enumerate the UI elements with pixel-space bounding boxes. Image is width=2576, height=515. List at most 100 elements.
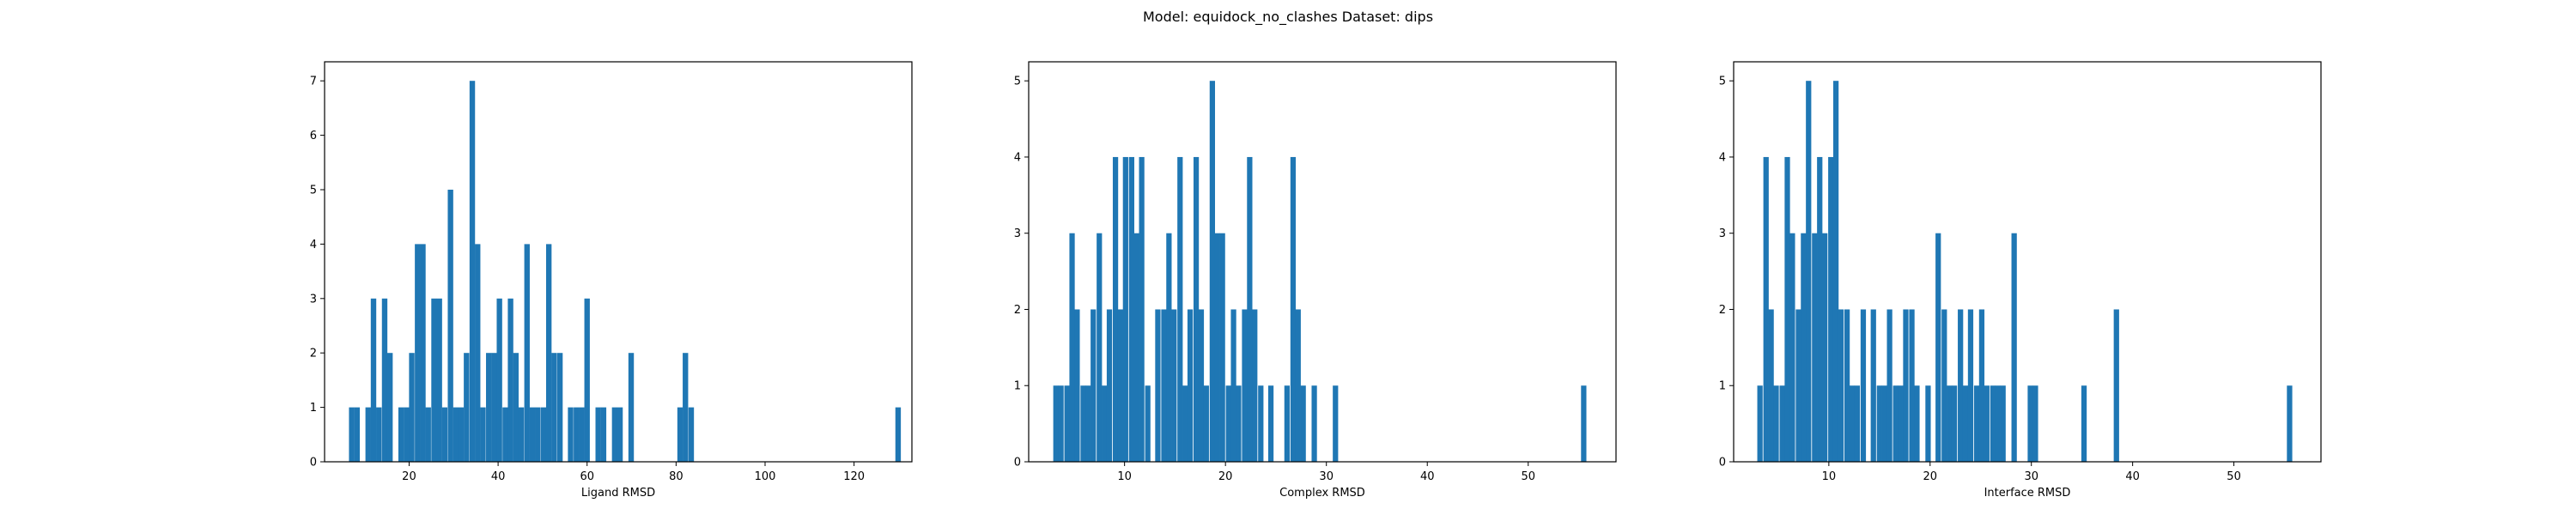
histogram-bar	[1860, 309, 1867, 462]
histogram-bar	[1935, 233, 1941, 462]
interface-bars	[1757, 81, 2293, 462]
histogram-bar	[1203, 385, 1209, 462]
histogram-bar	[1187, 309, 1194, 462]
histogram-bar	[1925, 385, 1931, 462]
histogram-bar	[595, 407, 601, 462]
y-tick-label: 4	[1719, 151, 1726, 164]
histogram-bar	[475, 244, 481, 462]
complex-xlabel: Complex RMSD	[1279, 487, 1365, 500]
interface-axes-frame	[1733, 61, 2322, 463]
histogram-bar	[381, 298, 388, 462]
histogram-bar	[507, 298, 513, 462]
histogram-bar	[1838, 309, 1844, 462]
y-tick-label: 5	[310, 184, 317, 197]
histogram-bar	[513, 353, 519, 462]
x-tick-label: 20	[402, 470, 416, 483]
histogram-bar	[1768, 309, 1774, 462]
histogram-bar	[1984, 385, 1990, 462]
histogram-bar	[431, 298, 437, 462]
histogram-bar	[1978, 309, 1985, 462]
histogram-bar	[1267, 385, 1274, 462]
histogram-bar	[491, 353, 497, 462]
y-tick-label: 6	[310, 130, 317, 142]
histogram-bar	[1161, 309, 1167, 462]
histogram-bar	[370, 298, 377, 462]
histogram-bar	[1074, 309, 1080, 462]
x-tick-label: 80	[669, 470, 683, 483]
subplot-ligand: 20 40 60 80 100 120 0 1 2 3 4 5 6 7 Ligand RMSD	[310, 61, 913, 500]
histogram-bar	[1806, 81, 1812, 462]
histogram-bar	[1828, 156, 1834, 462]
histogram-bar	[1064, 385, 1070, 462]
ligand-axes-frame	[324, 61, 913, 463]
histogram-bar	[1817, 156, 1823, 462]
histogram-bar	[480, 407, 486, 462]
histogram-bar	[436, 298, 442, 462]
histogram-bar	[1053, 385, 1059, 462]
histogram-bar	[1881, 385, 1887, 462]
histogram-bar	[1166, 233, 1172, 462]
histogram-bar	[1893, 385, 1899, 462]
x-tick-label: 30	[1319, 470, 1334, 483]
histogram-bar	[1854, 385, 1860, 462]
histogram-bar	[1795, 309, 1801, 462]
histogram-bar	[1941, 309, 1947, 462]
histogram-bar	[518, 407, 525, 462]
histogram-bar	[1128, 156, 1134, 462]
histogram-bar	[1214, 233, 1220, 462]
histogram-bar	[1844, 309, 1850, 462]
histogram-bar	[365, 407, 371, 462]
histogram-bar	[1117, 309, 1124, 462]
histogram-bar	[1133, 233, 1139, 462]
histogram-bar	[409, 353, 415, 462]
histogram-bar	[1106, 309, 1113, 462]
histogram-bar	[502, 407, 508, 462]
x-tick-label: 20	[1218, 470, 1233, 483]
histogram-bar	[1102, 385, 1108, 462]
x-tick-label: 30	[2024, 470, 2038, 483]
histogram-bar	[441, 407, 448, 462]
y-tick-label: 4	[310, 239, 317, 251]
x-tick-label: 40	[2125, 470, 2140, 483]
x-tick-label: 50	[2227, 470, 2241, 483]
histogram-bar	[1300, 385, 1306, 462]
histogram-bar	[1209, 81, 1216, 462]
y-tick-label: 2	[310, 348, 317, 360]
histogram-bar	[2032, 385, 2038, 462]
y-tick-label: 0	[1719, 457, 1726, 470]
histogram-bar	[1947, 385, 1953, 462]
histogram-bar	[1773, 385, 1779, 462]
histogram-bar	[611, 407, 618, 462]
histogram-bar	[1903, 309, 1909, 462]
histogram-bar	[551, 353, 557, 462]
histogram-bar	[1091, 309, 1097, 462]
histogram-bar	[688, 407, 695, 462]
histogram-bar	[1069, 233, 1075, 462]
histogram-bar	[1789, 233, 1795, 462]
histogram-bar	[1870, 309, 1876, 462]
x-tick-label: 10	[1822, 470, 1837, 483]
histogram-bar	[349, 407, 355, 462]
histogram-bar	[1898, 385, 1904, 462]
histogram-bar	[895, 407, 902, 462]
x-tick-label: 60	[580, 470, 594, 483]
y-tick-label: 0	[1014, 457, 1021, 470]
histogram-bar	[354, 407, 361, 462]
histogram-bar	[1080, 385, 1086, 462]
histogram-bar	[447, 189, 453, 463]
histogram-bar	[579, 407, 585, 462]
histogram-bar	[420, 244, 426, 462]
y-tick-label: 2	[1719, 304, 1726, 317]
x-tick-label: 120	[843, 470, 865, 483]
histogram-bar	[524, 244, 530, 462]
interface-xlabel: Interface RMSD	[1984, 487, 2071, 500]
histogram-bar	[1284, 385, 1290, 462]
histogram-bar	[1242, 309, 1248, 462]
histogram-bar	[628, 353, 635, 462]
histogram-bar	[1784, 156, 1790, 462]
histogram-bar	[1230, 309, 1236, 462]
histogram-bar	[469, 81, 476, 462]
complex-axes-frame	[1028, 61, 1617, 463]
y-tick-label: 3	[1719, 227, 1726, 240]
